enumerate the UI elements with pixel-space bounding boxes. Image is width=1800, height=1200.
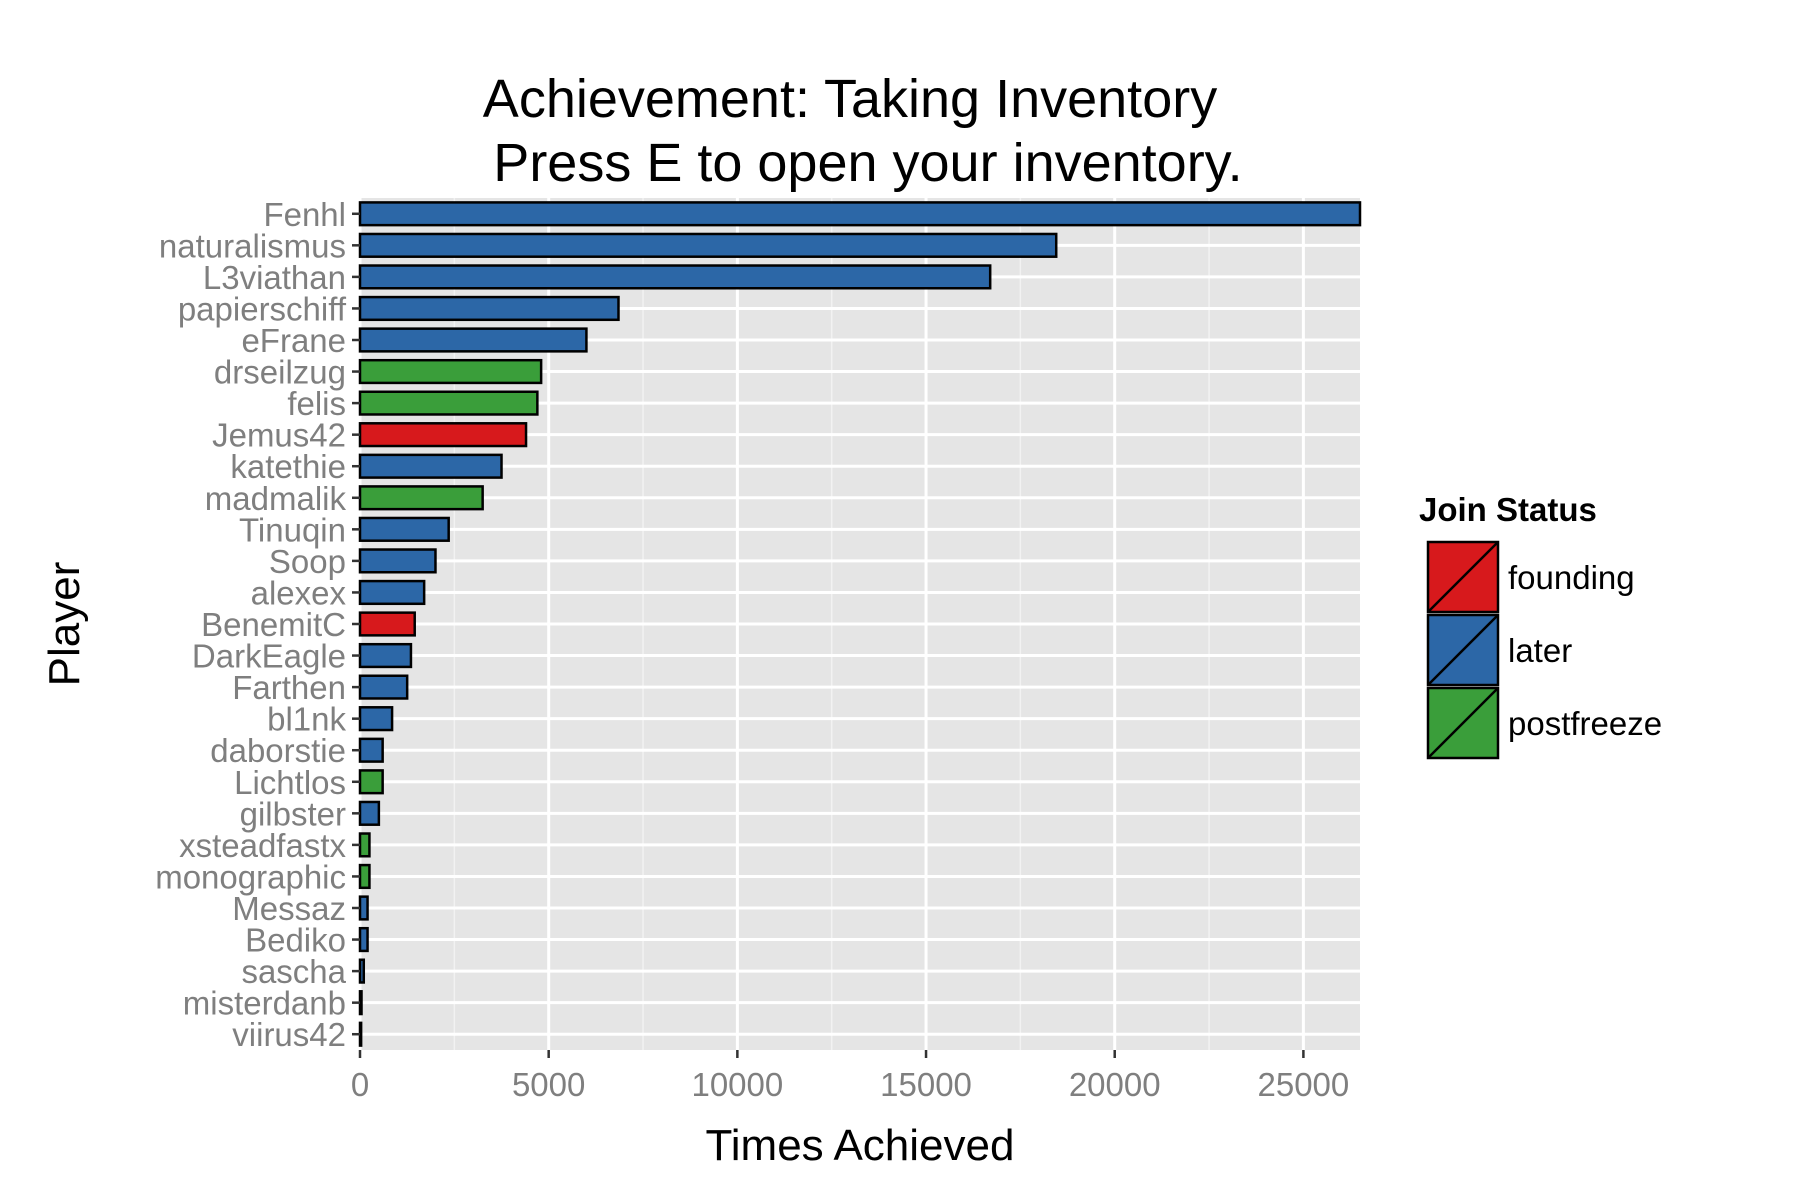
y-tick-label: misterdanb	[183, 985, 346, 1022]
legend-key-slash	[1427, 687, 1499, 759]
legend-label-postfreeze: postfreeze	[1508, 705, 1662, 742]
x-axis-title: Times Achieved	[706, 1121, 1015, 1170]
legend-label-founding: founding	[1508, 559, 1635, 596]
bar-katethie	[358, 453, 503, 479]
bar-alexex	[358, 579, 426, 606]
chart-subtitle: Press E to open your inventory.	[493, 133, 1242, 193]
y-tick-label: Jemus42	[212, 417, 346, 454]
y-tick-label: gilbster	[240, 795, 346, 832]
y-tick-label: monographic	[155, 858, 346, 895]
y-tick-label: xsteadfastx	[179, 827, 346, 864]
y-tick-label: eFrane	[241, 322, 346, 359]
bar-daborstie	[358, 737, 384, 763]
bar-drseilzug	[358, 358, 543, 385]
y-tick-label: Soop	[269, 543, 346, 580]
x-tick-label: 25000	[1258, 1066, 1350, 1103]
x-tick-label: 0	[351, 1066, 369, 1103]
y-axis: FenhlnaturalismusL3viathanpapierschiffeF…	[155, 196, 360, 1053]
legend: Join Status founding later postfreeze	[1419, 491, 1662, 760]
y-tick-label: madmalik	[205, 480, 347, 517]
bar-papierschiff	[358, 295, 620, 322]
y-tick-label: BenemitC	[201, 606, 346, 643]
x-tick-label: 20000	[1069, 1066, 1161, 1103]
bar-xsteadfastx	[358, 832, 371, 858]
bar-Fenhl	[358, 201, 1362, 227]
bar-monographic	[358, 863, 371, 890]
y-axis-title: Player	[40, 562, 89, 687]
y-tick-label: katethie	[230, 448, 346, 485]
y-tick-label: Farthen	[232, 669, 346, 706]
bar-viirus42	[358, 1021, 363, 1047]
bar-Bediko	[358, 926, 369, 953]
y-tick-label: daborstie	[210, 732, 346, 769]
bar-DarkEagle	[358, 642, 413, 669]
bar-Soop	[358, 548, 437, 574]
y-tick-label: bl1nk	[267, 701, 346, 738]
y-tick-label: papierschiff	[178, 290, 347, 327]
bar-bl1nk	[358, 706, 394, 732]
y-tick-label: viirus42	[232, 1016, 346, 1053]
y-tick-label: alexex	[251, 574, 347, 611]
y-tick-label: Tinuqin	[239, 511, 346, 548]
bar-sascha	[358, 958, 366, 984]
bar-eFrane	[358, 327, 588, 353]
bar-misterdanb	[358, 990, 363, 1016]
bar-L3viathan	[358, 264, 992, 290]
y-tick-label: Fenhl	[263, 196, 346, 233]
bars	[358, 201, 1362, 1047]
x-tick-label: 10000	[691, 1066, 783, 1103]
bar-Farthen	[358, 674, 409, 700]
y-tick-label: Bediko	[245, 922, 346, 959]
legend-label-later: later	[1508, 632, 1572, 669]
x-tick-label: 15000	[880, 1066, 972, 1103]
bar-Lichtlos	[358, 769, 384, 795]
legend-key-slash	[1427, 541, 1499, 613]
bar-BenemitC	[358, 611, 416, 637]
y-tick-label: drseilzug	[214, 354, 346, 391]
gridlines	[358, 198, 1360, 1050]
bar-naturalismus	[358, 232, 1058, 258]
legend-title: Join Status	[1419, 491, 1597, 528]
bar-madmalik	[358, 485, 484, 511]
bar-Messaz	[358, 895, 369, 921]
x-axis: 0 5000 10000 15000 20000 25000	[351, 1050, 1349, 1103]
legend-key-slash	[1427, 614, 1499, 686]
y-tick-label: Lichtlos	[234, 764, 346, 801]
y-tick-label: Messaz	[232, 890, 346, 927]
y-tick-label: L3viathan	[203, 259, 346, 296]
chart-title: Achievement: Taking Inventory	[483, 69, 1217, 129]
bar-Tinuqin	[358, 516, 450, 542]
bar-Jemus42	[358, 422, 528, 448]
y-tick-label: naturalismus	[159, 227, 346, 264]
bar-gilbster	[358, 800, 381, 826]
bar-felis	[358, 390, 539, 416]
y-tick-label: DarkEagle	[192, 638, 346, 675]
y-tick-label: sascha	[241, 953, 346, 990]
y-tick-label: felis	[287, 385, 346, 422]
x-tick-label: 5000	[512, 1066, 585, 1103]
